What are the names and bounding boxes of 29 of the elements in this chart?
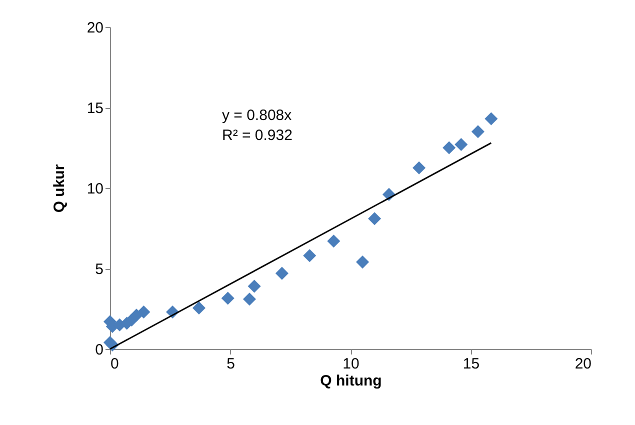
annotation: R² = 0.932 xyxy=(222,127,292,144)
point xyxy=(275,266,288,280)
y-tick-label: 20 xyxy=(86,20,104,36)
x-tick-label: 0 xyxy=(110,356,119,372)
point xyxy=(356,256,370,269)
point xyxy=(471,125,484,138)
point xyxy=(368,212,382,226)
y-axis-title: Q ukur xyxy=(50,164,68,213)
point xyxy=(327,234,340,248)
y-tick-label: 0 xyxy=(95,342,104,358)
point xyxy=(248,280,261,293)
y-tick-label: 5 xyxy=(95,261,104,278)
point xyxy=(442,141,456,154)
x-tick-label: 15 xyxy=(462,356,480,372)
point xyxy=(192,301,206,314)
point xyxy=(242,292,256,306)
y-tick-label: 10 xyxy=(86,180,104,198)
x-tick-label: 10 xyxy=(342,356,360,372)
x-tick-label: 20 xyxy=(574,356,592,372)
point xyxy=(137,305,150,318)
x-axis-title: Q hitung xyxy=(320,372,382,390)
point xyxy=(484,112,498,126)
point xyxy=(303,249,316,262)
point xyxy=(454,138,468,152)
annotation: y = 0.808x xyxy=(222,107,292,124)
point xyxy=(221,292,234,305)
x-tick-label: 5 xyxy=(226,356,235,372)
y-tick-label: 15 xyxy=(86,100,104,117)
point xyxy=(412,161,426,174)
